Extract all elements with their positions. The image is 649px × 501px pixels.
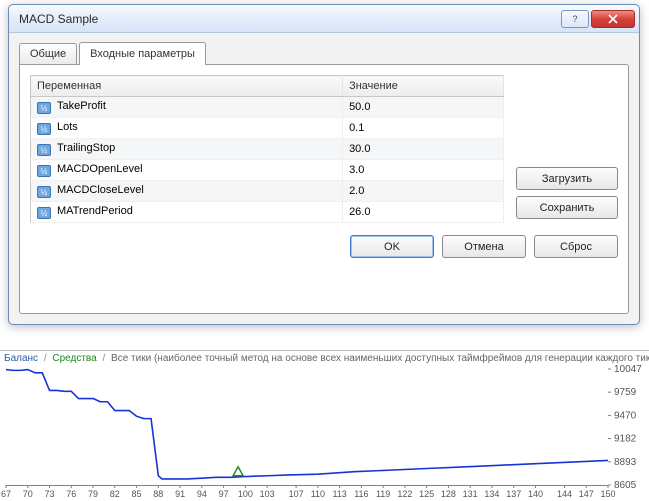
- table-row[interactable]: ½ MATrendPeriod 26.0: [31, 202, 504, 223]
- variable-icon: ½: [37, 123, 51, 135]
- param-name: Lots: [57, 121, 78, 133]
- param-name: TakeProfit: [57, 100, 106, 112]
- chart-area: Баланс / Средства / Все тики (наиболее т…: [0, 350, 649, 500]
- bottom-buttons: OK Отмена Сброс: [30, 235, 618, 258]
- param-name: MACDOpenLevel: [57, 163, 143, 175]
- dialog-body: Общие Входные параметры Переменная Значе…: [9, 33, 639, 324]
- titlebar[interactable]: MACD Sample ?: [9, 5, 639, 33]
- param-name: MACDCloseLevel: [57, 184, 144, 196]
- variable-icon: ½: [37, 102, 51, 114]
- svg-text:122: 122: [397, 489, 412, 499]
- table-row[interactable]: ½ Lots 0.1: [31, 118, 504, 139]
- param-name-cell[interactable]: ½ MATrendPeriod: [31, 202, 343, 223]
- svg-text:76: 76: [66, 489, 76, 499]
- svg-text:144: 144: [557, 489, 572, 499]
- col-header-variable[interactable]: Переменная: [31, 76, 343, 97]
- col-header-value[interactable]: Значение: [343, 76, 504, 97]
- svg-text:9182: 9182: [614, 434, 637, 445]
- svg-text:119: 119: [376, 489, 390, 499]
- variable-icon: ½: [37, 144, 51, 156]
- svg-text:10047: 10047: [614, 365, 642, 375]
- variable-icon: ½: [37, 186, 51, 198]
- close-button[interactable]: [591, 10, 635, 28]
- param-name: MATrendPeriod: [57, 205, 133, 217]
- caption-balance: Баланс: [4, 353, 38, 364]
- help-button[interactable]: ?: [561, 10, 589, 28]
- svg-text:91: 91: [175, 489, 185, 499]
- param-name-cell[interactable]: ½ MACDCloseLevel: [31, 181, 343, 202]
- param-value-cell[interactable]: 0.1: [343, 118, 504, 139]
- svg-text:103: 103: [260, 489, 275, 499]
- tab-panel: Переменная Значение ½ TakeProfit 50.0 ½ Lots…: [19, 64, 629, 314]
- svg-text:131: 131: [463, 489, 478, 499]
- param-value-cell[interactable]: 50.0: [343, 97, 504, 118]
- svg-text:9470: 9470: [614, 410, 637, 421]
- svg-text:97: 97: [219, 489, 229, 499]
- svg-text:70: 70: [23, 489, 33, 499]
- caption-equity: Средства: [52, 353, 96, 364]
- dialog-window: MACD Sample ? Общие Входные параметры Пе…: [8, 4, 640, 325]
- svg-text:137: 137: [506, 489, 521, 499]
- tab-general[interactable]: Общие: [19, 43, 77, 64]
- svg-text:?: ?: [572, 14, 577, 24]
- side-buttons: Загрузить Сохранить: [516, 75, 618, 223]
- svg-text:100: 100: [238, 489, 253, 499]
- svg-text:88: 88: [153, 489, 163, 499]
- param-value-cell[interactable]: 3.0: [343, 160, 504, 181]
- svg-text:67: 67: [1, 489, 11, 499]
- window-title: MACD Sample: [19, 12, 559, 26]
- svg-text:9759: 9759: [614, 387, 637, 398]
- svg-text:116: 116: [354, 489, 368, 499]
- svg-text:8605: 8605: [614, 480, 637, 491]
- param-name-cell[interactable]: ½ TakeProfit: [31, 97, 343, 118]
- chart-caption: Баланс / Средства / Все тики (наиболее т…: [0, 351, 649, 364]
- load-button[interactable]: Загрузить: [516, 167, 618, 190]
- variable-icon: ½: [37, 165, 51, 177]
- svg-text:8893: 8893: [614, 457, 637, 468]
- param-value-cell[interactable]: 26.0: [343, 202, 504, 223]
- svg-text:82: 82: [110, 489, 120, 499]
- param-name-cell[interactable]: ½ Lots: [31, 118, 343, 139]
- reset-button[interactable]: Сброс: [534, 235, 618, 258]
- table-row[interactable]: ½ MACDOpenLevel 3.0: [31, 160, 504, 181]
- svg-text:79: 79: [88, 489, 98, 499]
- svg-text:85: 85: [132, 489, 142, 499]
- variable-icon: ½: [37, 207, 51, 219]
- svg-text:94: 94: [197, 489, 207, 499]
- svg-text:107: 107: [289, 489, 304, 499]
- param-name-cell[interactable]: ½ MACDOpenLevel: [31, 160, 343, 181]
- svg-text:140: 140: [528, 489, 543, 499]
- cancel-button[interactable]: Отмена: [442, 235, 526, 258]
- svg-text:128: 128: [441, 489, 456, 499]
- param-name-cell[interactable]: ½ TrailingStop: [31, 139, 343, 160]
- svg-text:134: 134: [484, 489, 499, 499]
- svg-text:125: 125: [419, 489, 434, 499]
- param-value-cell[interactable]: 30.0: [343, 139, 504, 160]
- tab-row: Общие Входные параметры: [19, 41, 629, 64]
- ok-button[interactable]: OK: [350, 235, 434, 258]
- param-name: TrailingStop: [57, 142, 115, 154]
- svg-text:113: 113: [332, 489, 346, 499]
- table-row[interactable]: ½ TrailingStop 30.0: [31, 139, 504, 160]
- caption-ticks-desc: Все тики (наиболее точный метод на основ…: [111, 353, 649, 364]
- param-value-cell[interactable]: 2.0: [343, 181, 504, 202]
- tab-input-params[interactable]: Входные параметры: [79, 42, 206, 65]
- table-row[interactable]: ½ TakeProfit 50.0: [31, 97, 504, 118]
- save-button[interactable]: Сохранить: [516, 196, 618, 219]
- svg-text:147: 147: [579, 489, 594, 499]
- svg-text:150: 150: [600, 489, 615, 499]
- equity-chart: 10047 9759 9470 9182 8893 8605 67 70 73 76 79 82 85 8…: [0, 365, 649, 501]
- svg-text:110: 110: [311, 489, 325, 499]
- table-row[interactable]: ½ MACDCloseLevel 2.0: [31, 181, 504, 202]
- params-table[interactable]: Переменная Значение ½ TakeProfit 50.0 ½ Lots…: [30, 75, 504, 223]
- svg-text:73: 73: [45, 489, 55, 499]
